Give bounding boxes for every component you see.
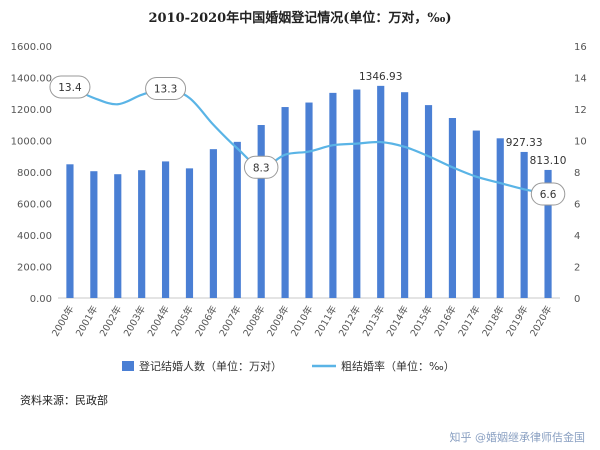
bar <box>257 125 265 298</box>
bar <box>114 174 122 298</box>
x-tick-label: 2016年 <box>432 303 459 339</box>
data-label: 13.3 <box>154 84 177 96</box>
bar <box>161 161 170 298</box>
bar <box>185 168 194 298</box>
legend-label-line: 粗结婚率（单位：‰） <box>341 359 455 373</box>
x-tick-label: 2018年 <box>480 303 507 339</box>
y-left-tick-label: 1000.00 <box>11 137 52 148</box>
data-label: 13.4 <box>58 82 82 94</box>
data-label-box <box>243 155 279 179</box>
y-left-tick-label: 200.00 <box>17 263 52 274</box>
y-right-tick-label: 6 <box>574 200 580 211</box>
bar <box>353 89 361 299</box>
y-left-tick-label: 1400.00 <box>11 74 52 85</box>
y-right-tick-label: 16 <box>574 42 587 53</box>
x-tick-label: 2000年 <box>49 303 76 339</box>
y-left-tick-label: 600.00 <box>17 200 52 211</box>
y-right-tick-label: 8 <box>574 168 580 179</box>
y-left-tick-label: 400.00 <box>17 231 52 242</box>
x-tick-label: 2011年 <box>312 303 339 339</box>
data-label: 6.6 <box>540 189 557 201</box>
x-tick-label: 2003年 <box>121 303 148 339</box>
x-tick-label: 2015年 <box>408 303 435 339</box>
x-tick-label: 2020年 <box>527 303 554 339</box>
data-label: 927.33 <box>506 137 543 149</box>
x-tick-label: 2007年 <box>217 303 244 339</box>
bar <box>90 171 98 298</box>
y-right-tick-label: 12 <box>574 105 587 116</box>
chart-title: 2010-2020年中国婚姻登记情况(单位：万对，‰) <box>148 10 451 26</box>
y-left-tick-label: 800.00 <box>17 168 52 179</box>
y-right-tick-label: 4 <box>574 231 580 242</box>
x-tick-label: 2014年 <box>384 303 411 339</box>
y-right-tick-label: 0 <box>574 294 580 305</box>
bar <box>544 169 552 298</box>
bar <box>496 138 504 298</box>
bar <box>209 149 217 298</box>
legend-swatch-bars <box>122 361 134 371</box>
bar <box>329 92 337 298</box>
x-tick-label: 2010年 <box>288 303 315 339</box>
legend-label-bars: 登记结婚人数（单位：万对） <box>139 359 282 373</box>
x-tick-label: 2019年 <box>504 303 531 339</box>
data-label: 1346.93 <box>359 71 402 83</box>
bar <box>281 107 289 298</box>
x-tick-label: 2008年 <box>241 303 268 339</box>
x-tick-label: 2017年 <box>456 303 483 339</box>
x-tick-label: 2002年 <box>97 303 124 339</box>
data-label-box <box>145 77 187 101</box>
bar <box>448 118 457 298</box>
y-left-tick-label: 0.00 <box>30 294 52 305</box>
y-right-tick-label: 14 <box>574 74 587 85</box>
x-tick-label: 2006年 <box>193 303 220 339</box>
x-tick-label: 2012年 <box>336 303 363 339</box>
bar <box>305 102 313 298</box>
bar <box>233 141 241 298</box>
bar <box>520 151 528 298</box>
bar <box>424 105 433 299</box>
x-tick-label: 2005年 <box>169 303 196 339</box>
bar <box>138 170 146 298</box>
x-tick-label: 2001年 <box>73 303 100 339</box>
data-label: 8.3 <box>253 162 270 174</box>
x-tick-label: 2013年 <box>360 303 387 339</box>
x-tick-label: 2009年 <box>264 303 291 339</box>
bar <box>377 85 385 299</box>
y-right-tick-label: 2 <box>574 263 580 274</box>
source-note: 资料来源：民政部 <box>20 393 108 407</box>
bar <box>66 164 74 298</box>
y-left-tick-label: 1200.00 <box>11 105 52 116</box>
bar <box>472 130 480 298</box>
y-left-tick-label: 1600.00 <box>11 42 52 53</box>
data-label-box <box>530 182 566 206</box>
data-label-box <box>49 75 91 99</box>
data-label: 813.10 <box>530 155 567 167</box>
plot-area: 0.00 200.00 400.00 600.00 800.00 1000.00 1200.… <box>11 42 587 339</box>
bar <box>401 92 409 298</box>
y-right-tick-label: 10 <box>574 137 587 148</box>
x-tick-label: 2004年 <box>145 303 172 339</box>
watermark: 知乎 @婚姻继承律师佶金国 <box>450 430 586 444</box>
legend: 登记结婚人数（单位：万对） 粗结婚率（单位：‰） <box>122 359 455 373</box>
